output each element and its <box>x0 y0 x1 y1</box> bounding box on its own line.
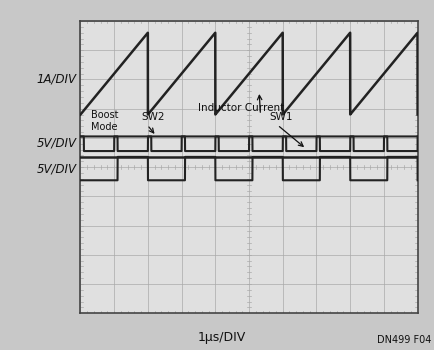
Text: 5V/DIV: 5V/DIV <box>37 162 77 175</box>
Text: 1A/DIV: 1A/DIV <box>37 73 77 86</box>
Text: SW2: SW2 <box>141 112 164 122</box>
Text: Inductor Current: Inductor Current <box>198 103 284 113</box>
Text: SW1: SW1 <box>269 112 292 122</box>
Text: 5V/DIV: 5V/DIV <box>37 136 77 150</box>
Text: Boost
Mode: Boost Mode <box>90 110 118 132</box>
Text: DN499 F04: DN499 F04 <box>376 335 430 345</box>
Text: 1μs/DIV: 1μs/DIV <box>197 331 246 344</box>
